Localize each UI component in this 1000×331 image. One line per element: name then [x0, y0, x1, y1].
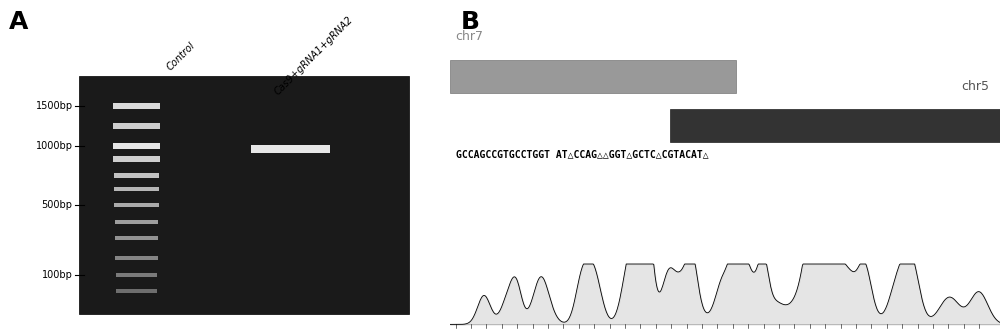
Text: GCCAGCCGTGCCTGGT AT△CCAG△△GGT△GCTC△CGTACAT△: GCCAGCCGTGCCTGGT AT△CCAG△△GGT△GCTC△CGTAC… [456, 149, 708, 159]
Text: B: B [461, 10, 480, 34]
FancyBboxPatch shape [670, 109, 1000, 142]
FancyBboxPatch shape [116, 273, 157, 277]
Text: chr5: chr5 [961, 80, 989, 93]
FancyBboxPatch shape [115, 236, 158, 240]
FancyBboxPatch shape [450, 60, 736, 93]
FancyBboxPatch shape [115, 220, 158, 224]
FancyBboxPatch shape [79, 76, 409, 314]
FancyBboxPatch shape [113, 156, 160, 162]
Text: A: A [9, 10, 28, 34]
Text: chr7: chr7 [456, 30, 484, 43]
FancyBboxPatch shape [114, 186, 159, 191]
FancyBboxPatch shape [113, 143, 160, 149]
Text: Cas9+gRNA1+gRNA2: Cas9+gRNA1+gRNA2 [272, 15, 354, 97]
FancyBboxPatch shape [116, 289, 157, 294]
FancyBboxPatch shape [251, 145, 330, 153]
FancyBboxPatch shape [114, 173, 159, 177]
Text: 1000bp: 1000bp [36, 141, 73, 151]
FancyBboxPatch shape [113, 103, 160, 109]
Text: 1500bp: 1500bp [35, 101, 73, 111]
FancyBboxPatch shape [113, 123, 160, 129]
FancyBboxPatch shape [114, 203, 159, 207]
Text: 500bp: 500bp [42, 200, 73, 210]
Text: 100bp: 100bp [42, 270, 73, 280]
FancyBboxPatch shape [115, 256, 158, 260]
Text: Control: Control [165, 40, 197, 72]
